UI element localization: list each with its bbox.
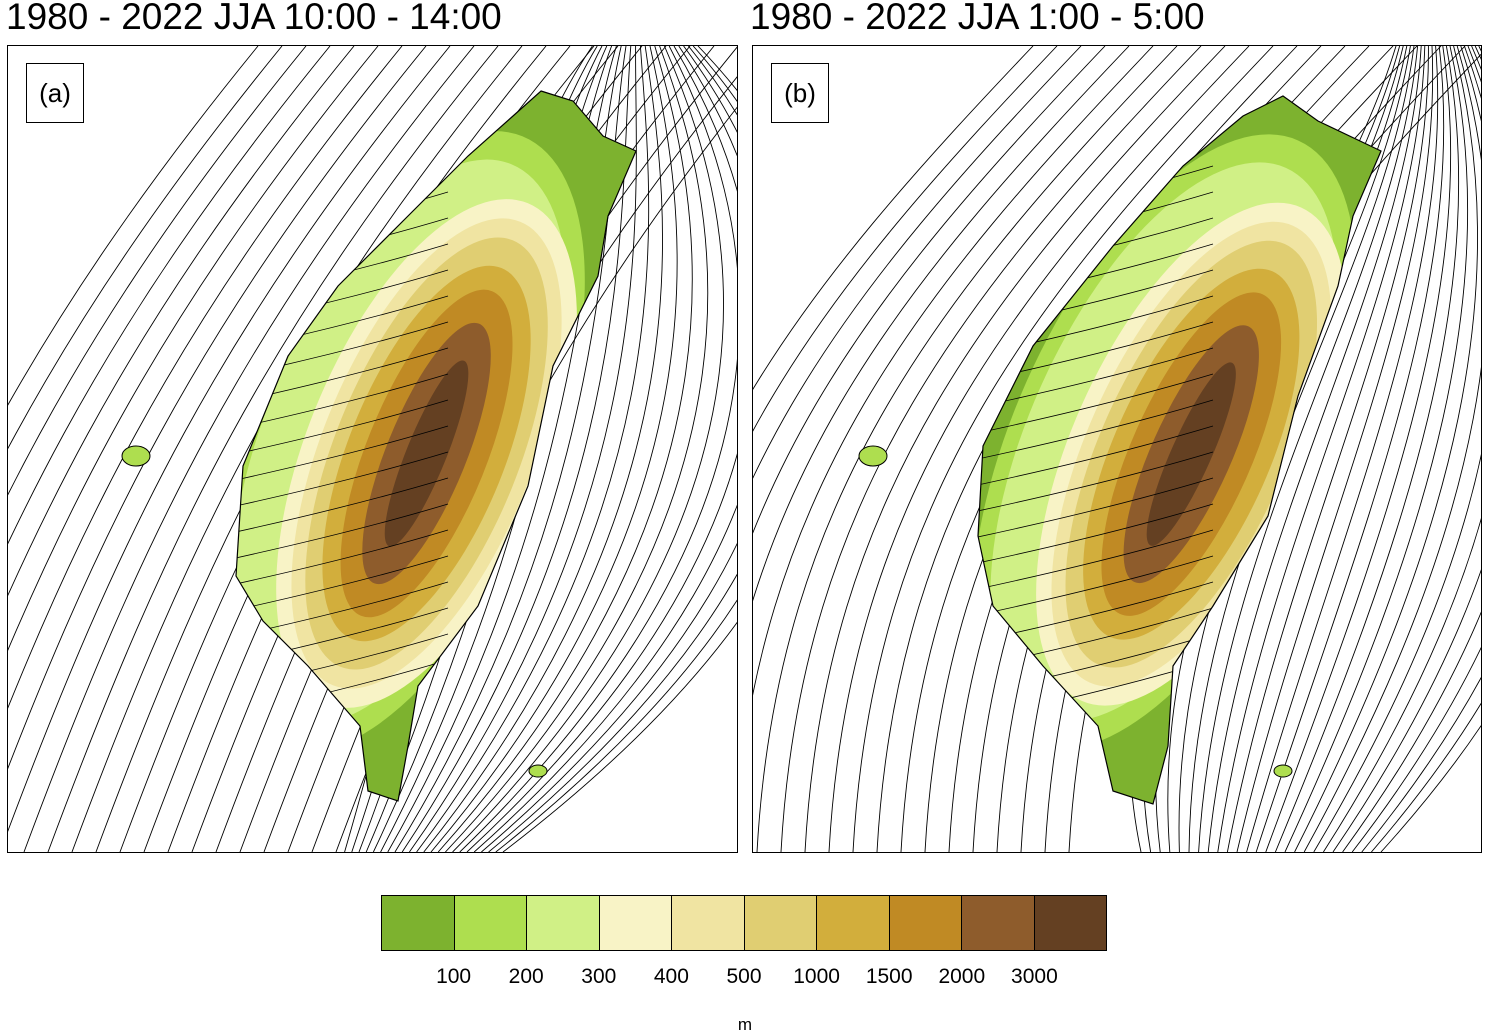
streamline	[1246, 46, 1439, 852]
colorbar-cell	[599, 896, 672, 950]
panel-b-label: (b)	[771, 63, 829, 123]
colorbar-cell	[962, 896, 1035, 950]
streamline	[780, 46, 1202, 852]
taiwan-terrain	[236, 91, 636, 801]
streamline	[445, 46, 709, 852]
panel-b-map: (b)	[752, 45, 1482, 853]
streamline	[495, 46, 737, 852]
streamline	[8, 46, 259, 406]
streamline	[1236, 46, 1434, 852]
streamline	[409, 46, 637, 852]
streamline	[394, 46, 627, 852]
colorbar-tick-label: 1500	[865, 965, 913, 988]
penghu-island	[858, 445, 888, 467]
map-canvas	[8, 46, 737, 852]
colorbar-cell	[1034, 896, 1106, 950]
penghu-island	[121, 445, 151, 467]
colorbar-cell	[817, 896, 890, 950]
streamline	[1351, 46, 1481, 852]
streamline	[473, 46, 737, 852]
streamline	[1303, 46, 1481, 852]
colorbar-tick-label: 100	[436, 965, 472, 988]
streamline	[852, 46, 1274, 852]
coastline	[977, 95, 1382, 805]
streamline	[753, 46, 1106, 534]
streamline	[47, 46, 499, 852]
colorbar-cell	[454, 896, 527, 950]
streamline	[804, 46, 1226, 852]
streamline	[753, 46, 1154, 696]
streamline	[8, 46, 355, 597]
coastline	[235, 90, 637, 802]
colorbar-cell	[744, 896, 817, 950]
lanyu-island	[528, 764, 548, 778]
streamline	[1284, 46, 1469, 852]
streamline	[423, 46, 663, 852]
colorbar-cell	[889, 896, 962, 950]
streamline	[8, 46, 403, 709]
streamline	[1226, 46, 1429, 852]
streamline	[8, 46, 427, 770]
streamline	[828, 46, 1250, 852]
streamline	[1332, 46, 1481, 852]
streamline	[753, 46, 1082, 479]
elevation-colorbar	[381, 895, 1107, 951]
colorbar-tick-label: 3000	[1011, 965, 1058, 988]
streamline	[753, 46, 1130, 602]
streamline	[481, 46, 737, 852]
colorbar-tick-label: 2000	[938, 965, 986, 988]
colorbar-tick-label: 400	[653, 965, 689, 988]
panel-a-label: (a)	[26, 63, 84, 123]
streamline	[756, 46, 1178, 852]
streamline	[466, 46, 737, 852]
streamline	[1361, 46, 1481, 852]
streamline	[8, 46, 307, 496]
streamline	[401, 46, 632, 852]
panel-a-title: 1980 - 2022 JJA 10:00 - 14:00	[6, 0, 502, 37]
colorbar-tick-label: 1000	[793, 965, 840, 988]
streamline	[1265, 46, 1452, 852]
streamline	[1274, 46, 1460, 852]
streamline	[1323, 46, 1481, 852]
streamline	[416, 46, 650, 852]
streamline	[1371, 702, 1481, 852]
streamline	[1342, 46, 1481, 852]
map-canvas	[753, 46, 1481, 852]
streamline	[8, 46, 451, 832]
colorbar-tick-label: 500	[726, 965, 762, 988]
streamline	[8, 46, 331, 545]
colorbar-unit: m	[737, 1015, 753, 1034]
streamline	[1294, 46, 1478, 852]
lanyu-island	[1273, 764, 1293, 778]
streamline	[459, 46, 737, 852]
colorbar-tick-label: 200	[508, 965, 544, 988]
streamline	[1207, 46, 1422, 852]
streamline	[387, 46, 622, 852]
streamline	[8, 46, 283, 450]
streamline	[753, 46, 1058, 432]
streamline	[502, 46, 737, 852]
taiwan-terrain	[978, 96, 1381, 804]
streamline	[452, 46, 724, 852]
streamline	[488, 46, 737, 852]
streamline	[1217, 46, 1426, 852]
colorbar-cell	[672, 896, 745, 950]
colorbar-tick-label: 300	[581, 965, 617, 988]
streamline	[437, 46, 693, 852]
colorbar-cell	[382, 896, 455, 950]
streamline	[430, 46, 678, 852]
colorbar-cell	[527, 896, 600, 950]
streamline	[23, 46, 475, 852]
panel-a-map: (a)	[7, 45, 738, 853]
streamline	[1313, 46, 1481, 852]
streamline	[753, 46, 1034, 390]
streamline	[1198, 46, 1419, 852]
streamline	[8, 46, 379, 651]
streamline	[1255, 46, 1445, 852]
panel-b-title: 1980 - 2022 JJA 1:00 - 5:00	[750, 0, 1205, 37]
